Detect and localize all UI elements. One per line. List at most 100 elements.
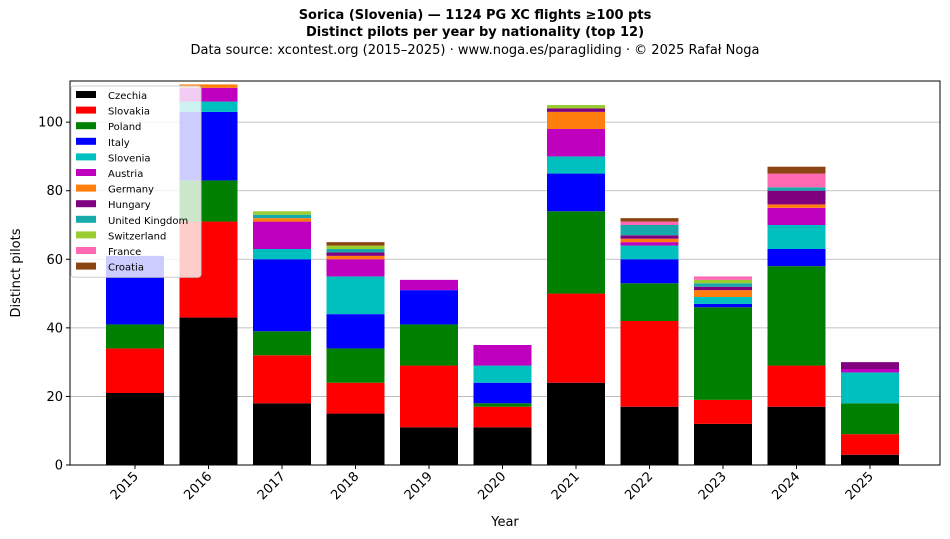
bar-segment (326, 259, 385, 277)
legend-label: Slovenia (108, 153, 151, 164)
x-tick-label: 2023 (696, 469, 730, 503)
legend-label: Slovakia (108, 107, 150, 118)
bar-segment (253, 355, 311, 404)
y-axis-label: Distinct pilots (9, 228, 24, 317)
bar-segment (767, 190, 826, 205)
bar-segment (473, 427, 532, 465)
bar-segment (694, 286, 752, 291)
legend-label: France (108, 247, 141, 258)
bar-segment (767, 187, 826, 191)
legend-swatch (76, 184, 96, 192)
bar-segment (179, 317, 238, 465)
legend-label: Czechia (108, 91, 147, 102)
data-source-note: Data source: xcontest.org (2015–2025) · … (190, 43, 760, 58)
y-tick-label: 100 (38, 116, 63, 131)
legend-swatch (76, 169, 96, 176)
legend-label: United Kingdom (108, 216, 188, 227)
x-tick-label: 2019 (402, 469, 436, 503)
x-tick-label: 2021 (549, 469, 583, 503)
bar-segment (767, 406, 826, 465)
legend-label: Croatia (108, 263, 144, 274)
bar-segment (767, 266, 826, 366)
bar-segment (400, 427, 458, 465)
legend: Czechia Slovakia Poland Italy Slovenia Austri… (70, 85, 202, 278)
bar-segment (179, 84, 238, 88)
bar-segment (547, 382, 605, 465)
bar-segment (253, 218, 311, 222)
bar-segment (694, 297, 752, 304)
bar-segment (547, 129, 605, 157)
x-tick-label: 2015 (108, 469, 142, 503)
bar-segment (767, 207, 826, 225)
bar-segment (841, 369, 899, 373)
legend-label: Germany (108, 185, 154, 196)
legend-swatch (76, 122, 96, 130)
legend-swatch (76, 137, 96, 145)
bar-segment (841, 372, 899, 404)
bar-segment (253, 214, 311, 219)
bar-segment (767, 365, 826, 407)
bar-segment (400, 290, 458, 325)
bar-segment (400, 279, 458, 291)
bar-segment (620, 238, 679, 243)
bar-segment (767, 225, 826, 249)
bar-segment (767, 166, 826, 174)
bar-segment (326, 255, 385, 260)
bar-segment (620, 225, 679, 236)
bar-segment (547, 173, 605, 212)
x-tick-label: 2022 (622, 469, 656, 503)
bar-segment (620, 259, 679, 284)
bar-segment (620, 321, 679, 407)
y-tick-label: 60 (46, 253, 63, 268)
bars (106, 84, 899, 465)
bar-segment (767, 204, 826, 208)
legend-swatch (76, 153, 96, 161)
bar-segment (767, 249, 826, 267)
bar-segment (694, 399, 752, 424)
bar-segment (253, 259, 311, 332)
x-tick-label: 2018 (328, 469, 362, 503)
bar-segment (547, 108, 605, 112)
legend-label: Italy (108, 138, 130, 149)
x-tick-label: 2016 (181, 469, 215, 503)
bar-segment (326, 252, 385, 256)
bar-segment (547, 211, 605, 294)
bar-segment (326, 382, 385, 414)
bar-segment (841, 454, 899, 465)
bar-segment (326, 314, 385, 349)
x-axis-label: Year (490, 515, 519, 530)
bar-segment (694, 279, 752, 284)
bar-segment (841, 434, 899, 455)
bar-segment (547, 156, 605, 174)
bar-segment (620, 242, 679, 246)
legend-swatch (76, 262, 96, 270)
legend-swatch (76, 215, 96, 223)
bar-segment (400, 324, 458, 366)
y-tick-label: 80 (46, 184, 63, 199)
bar-segment (694, 307, 752, 400)
bar-segment (253, 249, 311, 260)
bar-segment (473, 382, 532, 404)
bar-segment (841, 403, 899, 435)
y-tick-label: 40 (46, 321, 63, 336)
bar-segment (253, 331, 311, 356)
bar-segment (326, 245, 385, 249)
bar-segment (767, 173, 826, 188)
legend-swatch (76, 200, 96, 208)
bar-segment (841, 362, 899, 369)
bar-segment (473, 365, 532, 383)
chart-title: Sorica (Slovenia) — 1124 PG XC flights ≥… (298, 8, 652, 23)
bar-segment (694, 283, 752, 287)
bar-segment (473, 345, 532, 366)
y-tick-label: 20 (46, 390, 63, 405)
bar-segment (400, 365, 458, 428)
chart-subtitle: Distinct pilots per year by nationality … (305, 25, 645, 40)
bar-segment (253, 403, 311, 465)
bar-segment (620, 221, 679, 225)
bar-segment (620, 235, 679, 239)
bar-segment (473, 403, 532, 407)
legend-label: Poland (108, 122, 141, 133)
bar-segment (326, 348, 385, 383)
legend-box (70, 85, 202, 278)
